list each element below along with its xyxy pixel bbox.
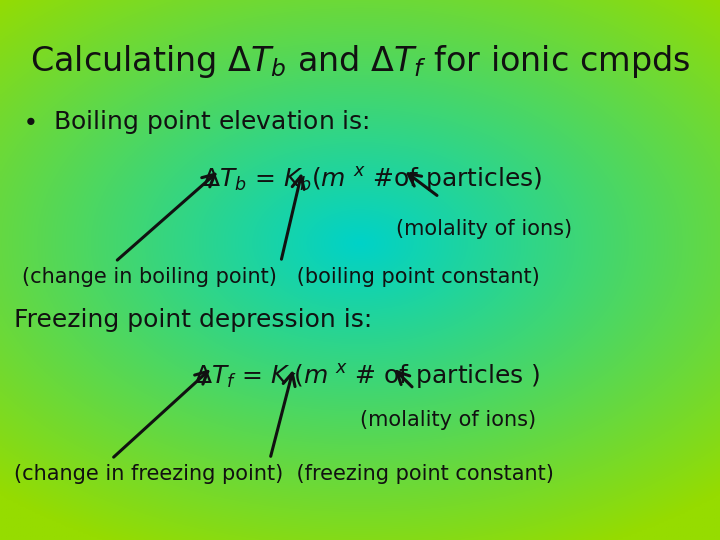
Text: (change in boiling point)   (boiling point constant): (change in boiling point) (boiling point… xyxy=(22,267,539,287)
Text: (molality of ions): (molality of ions) xyxy=(396,219,572,239)
Text: Calculating $\Delta T_b$ and $\Delta T_f$ for ionic cmpds: Calculating $\Delta T_b$ and $\Delta T_f… xyxy=(30,43,690,80)
Text: (change in freezing point)  (freezing point constant): (change in freezing point) (freezing poi… xyxy=(14,464,554,484)
Text: $\Delta T_f$ = $K_f$($\it{m}$ $^x$ # of particles ): $\Delta T_f$ = $K_f$($\it{m}$ $^x$ # of … xyxy=(194,362,541,391)
Text: (molality of ions): (molality of ions) xyxy=(360,410,536,430)
Text: Freezing point depression is:: Freezing point depression is: xyxy=(14,308,373,332)
Text: $\Delta T_b$ = $K_b$($\it{m}$ $^x$ #of particles): $\Delta T_b$ = $K_b$($\it{m}$ $^x$ #of p… xyxy=(202,165,542,194)
Text: $\bullet$  Boiling point elevation is:: $\bullet$ Boiling point elevation is: xyxy=(22,108,369,136)
